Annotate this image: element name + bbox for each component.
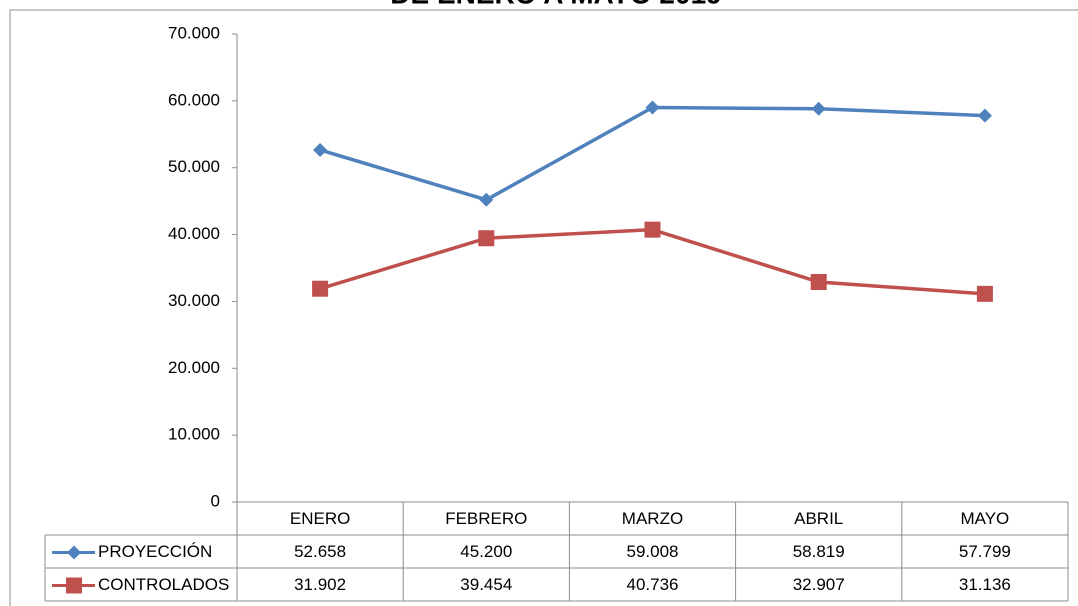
y-tick-label: 30.000 xyxy=(168,291,220,310)
marker xyxy=(313,142,328,157)
x-tick-label: FEBRERO xyxy=(445,509,527,528)
chart-frame xyxy=(9,9,1078,606)
series-line xyxy=(319,105,985,202)
marker xyxy=(810,273,827,290)
marker xyxy=(644,221,661,238)
y-tick-label: 60.000 xyxy=(168,90,220,109)
marker xyxy=(312,280,329,297)
table-value: 31.136 xyxy=(959,575,1011,594)
table-value: 59.008 xyxy=(627,542,679,561)
x-tick-label: ABRIL xyxy=(794,509,843,528)
marker xyxy=(478,230,495,247)
table-value: 40.736 xyxy=(627,575,679,594)
legend-key-marker xyxy=(67,545,81,560)
table-value: 39.454 xyxy=(460,575,512,594)
marker xyxy=(977,108,992,123)
legend-key-marker xyxy=(66,577,82,594)
x-tick-label: ENERO xyxy=(290,509,350,528)
x-tick-label: MAYO xyxy=(960,509,1009,528)
legend-label: CONTROLADOS xyxy=(98,575,229,594)
table-value: 58.819 xyxy=(793,542,845,561)
y-tick-label: 70.000 xyxy=(168,23,220,42)
y-tick-label: 10.000 xyxy=(168,425,220,444)
marker xyxy=(479,192,494,207)
table-value: 31.902 xyxy=(294,575,346,594)
y-tick-label: 40.000 xyxy=(168,224,220,243)
legend-label: PROYECCIÓN xyxy=(98,542,212,561)
table-value: 32.907 xyxy=(793,575,845,594)
x-tick-label: MARZO xyxy=(622,509,683,528)
marker xyxy=(976,285,993,302)
table-value: 52.658 xyxy=(294,542,346,561)
chart-title: DE ENERO A MAYO 2019 xyxy=(390,0,721,9)
y-tick-label: 50.000 xyxy=(168,157,220,176)
series-line xyxy=(319,227,986,296)
marker xyxy=(645,100,660,115)
y-tick-label: 0 xyxy=(211,491,220,510)
table-value: 57.799 xyxy=(959,542,1011,561)
table-value: 45.200 xyxy=(460,542,512,561)
y-tick-label: 20.000 xyxy=(168,358,220,377)
marker xyxy=(811,101,826,116)
